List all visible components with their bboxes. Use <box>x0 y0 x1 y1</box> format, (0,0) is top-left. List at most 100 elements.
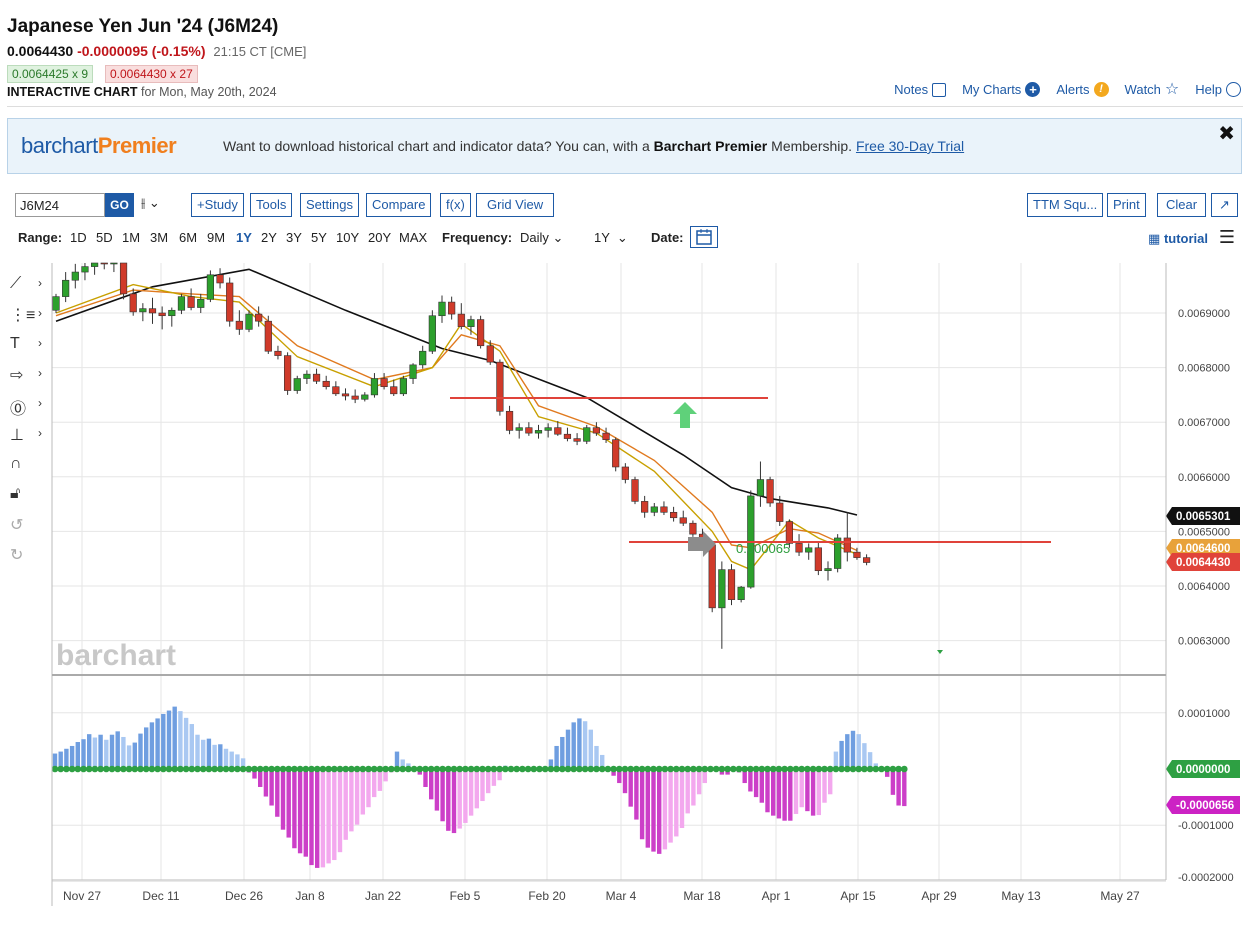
candle-body <box>486 345 494 363</box>
redo-tool[interactable]: ↻ <box>10 545 50 567</box>
text-icon: T <box>10 335 20 352</box>
undo-tool[interactable]: ↺ <box>10 515 50 537</box>
range-6m[interactable]: 6M <box>179 230 198 245</box>
expand-button[interactable]: ↗ <box>1211 193 1238 217</box>
zero-dot <box>416 765 424 773</box>
zero-dot <box>718 765 726 773</box>
histogram-bar <box>788 769 793 821</box>
measure-tool[interactable]: ⊥ › <box>10 425 50 447</box>
magnet-tool[interactable]: ∩ <box>10 455 50 477</box>
histogram-bar <box>297 769 303 854</box>
shape-tool[interactable]: ⓪ › <box>10 395 50 418</box>
fx-button[interactable]: f(x) <box>440 193 471 217</box>
x-tick-label: Feb 20 <box>528 889 566 903</box>
line-draw-tool[interactable]: ⟋ › <box>10 275 50 297</box>
histogram-bar <box>132 742 137 769</box>
range-3y[interactable]: 3Y <box>286 230 302 245</box>
histogram-bar <box>126 745 132 769</box>
candle-body <box>168 309 176 317</box>
close-icon[interactable]: ✖ <box>1218 123 1235 145</box>
compare-button[interactable]: Compare <box>366 193 432 217</box>
range-20y[interactable]: 20Y <box>368 230 392 245</box>
zero-dot <box>319 765 327 773</box>
settings-button[interactable]: Settings <box>300 193 359 217</box>
candle-body <box>698 533 707 546</box>
range-9m[interactable]: 9M <box>207 230 226 245</box>
x-tick-label: Jan 22 <box>365 889 401 903</box>
histogram-bar <box>280 769 286 830</box>
candle-body <box>737 586 745 600</box>
print-button[interactable]: Print <box>1107 193 1146 217</box>
candle-body <box>496 361 504 412</box>
histogram-bar <box>440 769 445 822</box>
tutorial-link[interactable]: ▦ tutorial <box>1148 231 1208 247</box>
period-dropdown[interactable]: 1Y ⌄ <box>594 230 628 246</box>
ttm-squeeze-button[interactable]: TTM Squ... <box>1027 193 1104 217</box>
histogram-bar <box>320 769 326 868</box>
histogram-bar <box>457 769 462 829</box>
range-10y[interactable]: 10Y <box>336 230 360 245</box>
range-max[interactable]: MAX <box>399 230 428 245</box>
zero-dot <box>633 765 640 773</box>
range-5d[interactable]: 5D <box>96 230 113 245</box>
grid-view-button[interactable]: Grid View <box>476 193 555 217</box>
arrow-tool[interactable]: ⇨ › <box>10 365 50 387</box>
chart-type-dropdown[interactable]: ⫲ ⌄ <box>141 195 160 211</box>
zero-dot <box>553 765 560 773</box>
histogram-bar <box>628 769 633 807</box>
price-tick-label: 0.0066000 <box>1178 472 1230 484</box>
histogram-bar <box>657 769 662 854</box>
lock-tool[interactable]: 🔓︎ <box>10 485 50 507</box>
tools-button[interactable]: Tools <box>250 193 293 217</box>
range-1d[interactable]: 1D <box>70 230 87 245</box>
right-arrow-icon <box>688 531 716 557</box>
histogram-bar <box>52 753 58 769</box>
zero-dot <box>445 765 452 773</box>
histogram-bar <box>514 768 519 769</box>
zero-dot <box>507 765 515 773</box>
alerts-link[interactable]: Alerts! <box>1056 82 1109 97</box>
price-tick-label: 0.0067000 <box>1178 417 1230 429</box>
frequency-dropdown[interactable]: Daily ⌄ <box>520 230 563 246</box>
range-5y[interactable]: 5Y <box>311 230 327 245</box>
candle-body <box>544 427 552 431</box>
zero-dot <box>769 765 777 773</box>
my-charts-link[interactable]: My Charts + <box>962 82 1041 97</box>
zero-dot <box>262 765 270 773</box>
calendar-button[interactable] <box>690 226 718 248</box>
histogram-bar <box>793 769 799 814</box>
range-3m[interactable]: 3M <box>150 230 169 245</box>
zero-dot <box>211 765 218 773</box>
study-button[interactable]: +Study <box>191 193 244 217</box>
watch-link[interactable]: Watch ☆ <box>1125 81 1180 97</box>
ask-badge: 0.0064430 x 27 <box>105 65 198 83</box>
candle-body <box>448 301 456 315</box>
indicator-last-tag-bg <box>1166 796 1240 814</box>
clear-button[interactable]: Clear <box>1157 193 1207 217</box>
histogram-bar <box>258 769 263 787</box>
zero-dot <box>120 765 127 773</box>
x-tick-label: May 13 <box>1001 889 1041 903</box>
free-trial-link[interactable]: Free 30-Day Trial <box>855 138 965 154</box>
zero-dot <box>194 765 201 773</box>
range-1y[interactable]: 1Y <box>236 230 252 245</box>
zero-dot <box>57 765 64 773</box>
histogram-bar <box>366 769 371 808</box>
histogram-bar <box>411 766 417 769</box>
range-1m[interactable]: 1M <box>122 230 141 245</box>
go-button[interactable]: GO <box>105 193 134 217</box>
notes-link[interactable]: Notes <box>894 82 947 97</box>
fib-tool[interactable]: ⋮≡ › <box>10 305 50 327</box>
menu-icon[interactable]: ☰ <box>1218 227 1235 247</box>
histogram-bar <box>235 754 240 769</box>
candle-body <box>641 501 649 513</box>
symbol-input[interactable] <box>15 193 105 217</box>
range-2y[interactable]: 2Y <box>261 230 277 245</box>
text-tool[interactable]: T › <box>10 335 50 357</box>
help-link[interactable]: Help <box>1195 82 1241 97</box>
plus-circle-icon: + <box>1025 82 1041 97</box>
zero-dot <box>291 765 298 773</box>
zero-dot <box>479 765 486 773</box>
indicator-zero-tag-bg <box>1166 760 1240 778</box>
zero-dot <box>68 765 76 773</box>
